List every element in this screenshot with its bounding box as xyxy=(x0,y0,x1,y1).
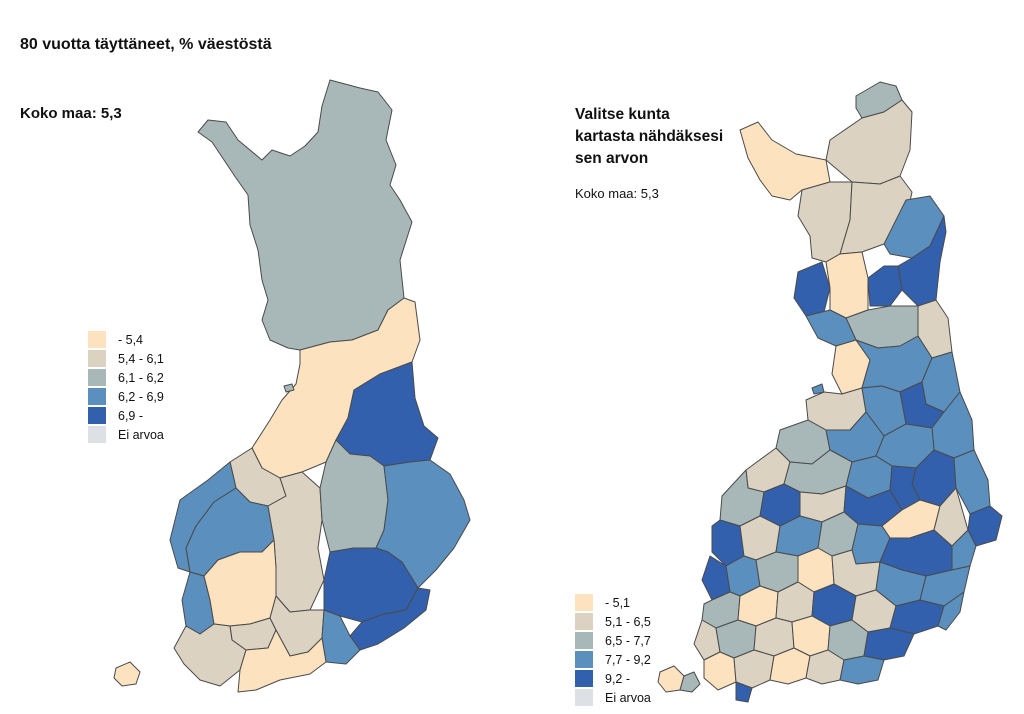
municipality-south-6[interactable] xyxy=(733,649,775,689)
legend-label: 5,1 - 6,5 xyxy=(605,614,651,629)
legend-label: 6,1 - 6,2 xyxy=(118,370,164,385)
legend-label: 6,5 - 7,7 xyxy=(605,633,651,648)
municipality-aland-2[interactable] xyxy=(679,671,701,693)
legend-swatch xyxy=(575,632,593,649)
legend-swatch xyxy=(88,331,106,348)
legend-item: 9,2 - xyxy=(575,669,651,688)
legend-swatch xyxy=(88,426,106,443)
legend-item: 6,2 - 6,9 xyxy=(88,387,164,406)
legend-item: Ei arvoa xyxy=(575,688,651,707)
legend-item: Ei arvoa xyxy=(88,425,164,444)
municipality-se-5[interactable] xyxy=(937,591,965,631)
legend-swatch xyxy=(88,388,106,405)
municipality-south-5[interactable] xyxy=(703,651,737,691)
prompt-line-3: sen arvon xyxy=(575,150,649,167)
municipality-south-10[interactable] xyxy=(735,681,753,703)
legend-label: 5,4 - 6,1 xyxy=(118,351,164,366)
legend-label: 9,2 - xyxy=(605,671,631,686)
left-legend: - 5,4 5,4 - 6,1 6,1 - 6,2 6,2 - 6,9 6,9 … xyxy=(88,330,164,444)
legend-item: 6,9 - xyxy=(88,406,164,425)
legend-swatch xyxy=(575,689,593,706)
municipality-tornio[interactable] xyxy=(793,261,831,317)
prompt-line-2: kartasta nähdäksesi xyxy=(575,128,724,145)
right-legend: - 5,1 5,1 - 6,5 6,5 - 7,7 7,7 - 9,2 9,2 … xyxy=(575,593,651,707)
legend-swatch xyxy=(575,670,593,687)
legend-item: 5,1 - 6,5 xyxy=(575,612,651,631)
municipality-posio[interactable] xyxy=(867,265,903,307)
legend-swatch xyxy=(575,651,593,668)
legend-swatch xyxy=(88,350,106,367)
region-islet xyxy=(283,383,295,393)
region-uusimaa[interactable] xyxy=(237,629,327,693)
legend-item: 6,5 - 7,7 xyxy=(575,631,651,650)
select-municipality-prompt: Valitse kunta kartasta nähdäksesi sen ar… xyxy=(575,104,745,170)
municipality-south-9[interactable] xyxy=(839,655,885,685)
legend-label: - 5,1 xyxy=(605,595,631,610)
municipality-rovaniemi[interactable] xyxy=(825,251,869,319)
right-map-total: Koko maa: 5,3 xyxy=(575,186,659,201)
region-north-karelia[interactable] xyxy=(375,459,471,589)
left-map-total: Koko maa: 5,3 xyxy=(20,105,122,122)
legend-label: Ei arvoa xyxy=(605,690,651,705)
municipality-se-4[interactable] xyxy=(889,599,945,635)
legend-label: Ei arvoa xyxy=(118,427,164,442)
prompt-line-1: Valitse kunta xyxy=(575,106,670,123)
legend-item: 7,7 - 9,2 xyxy=(575,650,651,669)
municipality-south-4[interactable] xyxy=(863,627,915,661)
legend-label: 6,2 - 6,9 xyxy=(118,389,164,404)
legend-swatch xyxy=(88,369,106,386)
legend-swatch xyxy=(575,613,593,630)
chart-title: 80 vuotta täyttäneet, % väestöstä xyxy=(20,36,272,53)
legend-label: 7,7 - 9,2 xyxy=(605,652,651,667)
legend-label: 6,9 - xyxy=(118,408,144,423)
legend-item: - 5,4 xyxy=(88,330,164,349)
legend-label: - 5,4 xyxy=(118,332,144,347)
region-aland[interactable] xyxy=(113,661,141,687)
legend-item: 5,4 - 6,1 xyxy=(88,349,164,368)
legend-item: - 5,1 xyxy=(575,593,651,612)
legend-swatch xyxy=(575,594,593,611)
region-lapland[interactable] xyxy=(197,79,413,351)
legend-item: 6,1 - 6,2 xyxy=(88,368,164,387)
legend-swatch xyxy=(88,407,106,424)
municipality-islet xyxy=(811,383,825,395)
